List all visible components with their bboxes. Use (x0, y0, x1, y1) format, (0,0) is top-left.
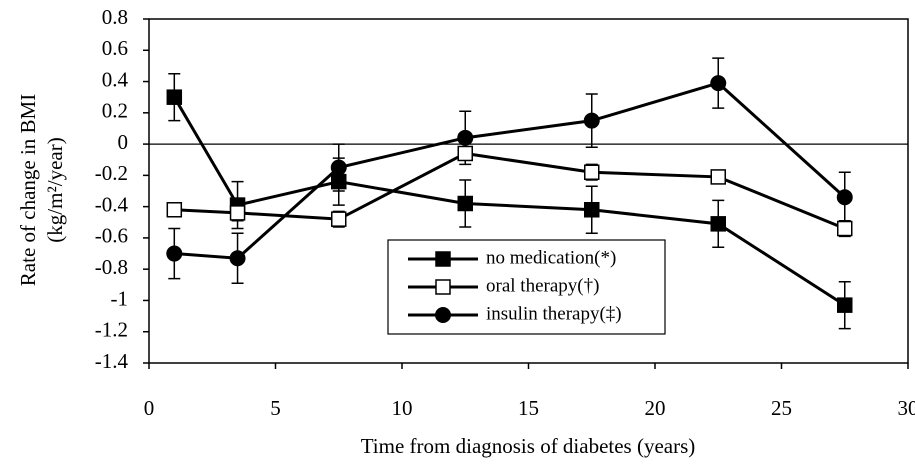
legend-label: oral therapy(†) (486, 275, 599, 296)
marker (710, 169, 726, 185)
marker (331, 211, 347, 227)
marker (229, 205, 246, 221)
marker (584, 202, 600, 218)
x-tick-label: 20 (645, 396, 666, 420)
marker (710, 75, 727, 92)
y-tick-label: -0.2 (95, 161, 128, 185)
marker (331, 173, 347, 190)
marker (330, 159, 347, 176)
series-line (174, 151, 846, 230)
y-tick-label: -1.4 (95, 349, 129, 373)
y-tick-label: -0.6 (95, 224, 128, 248)
marker (584, 164, 600, 180)
marker (836, 189, 853, 206)
marker (583, 112, 600, 129)
marker (710, 216, 726, 232)
x-tick-label: 30 (898, 396, 915, 420)
legend-label: no medication(*) (486, 247, 616, 268)
marker (229, 250, 246, 267)
y-tick-label: -0.8 (95, 255, 128, 279)
marker (457, 195, 473, 212)
y-tick-label: -0.4 (95, 192, 129, 216)
legend: no medication(*) oral therapy(†) insulin t… (387, 239, 666, 335)
marker (457, 145, 473, 162)
marker (837, 220, 853, 237)
x-tick-label: 5 (270, 396, 281, 420)
y-tick-label: 0.2 (102, 99, 128, 123)
marker (435, 279, 451, 295)
y-tick-label: 0.8 (102, 5, 128, 29)
x-tick-label: 0 (144, 396, 155, 420)
marker (166, 245, 183, 262)
x-tick-label: 25 (771, 396, 792, 420)
x-axis-title: Time from diagnosis of diabetes (years) (361, 434, 696, 458)
marker (166, 89, 183, 105)
legend-label: insulin therapy(‡) (486, 303, 622, 324)
marker (837, 297, 853, 313)
y-axis-title: Rate of change in BMI (16, 94, 40, 286)
y-tick-label: 0 (118, 130, 129, 154)
marker (166, 202, 183, 218)
x-tick-label: 15 (518, 396, 539, 420)
y-tick-label: -1 (111, 286, 129, 310)
series-line (174, 81, 846, 260)
y-tick-label: 0.4 (102, 67, 129, 91)
marker (435, 307, 451, 323)
y-tick-label: 0.6 (102, 36, 128, 60)
x-tick-label: 10 (392, 396, 413, 420)
y-tick-label: -1.2 (95, 318, 128, 342)
marker (457, 129, 474, 146)
y-axis-unit: (kg/m²/year) (43, 137, 67, 242)
marker (435, 251, 451, 267)
